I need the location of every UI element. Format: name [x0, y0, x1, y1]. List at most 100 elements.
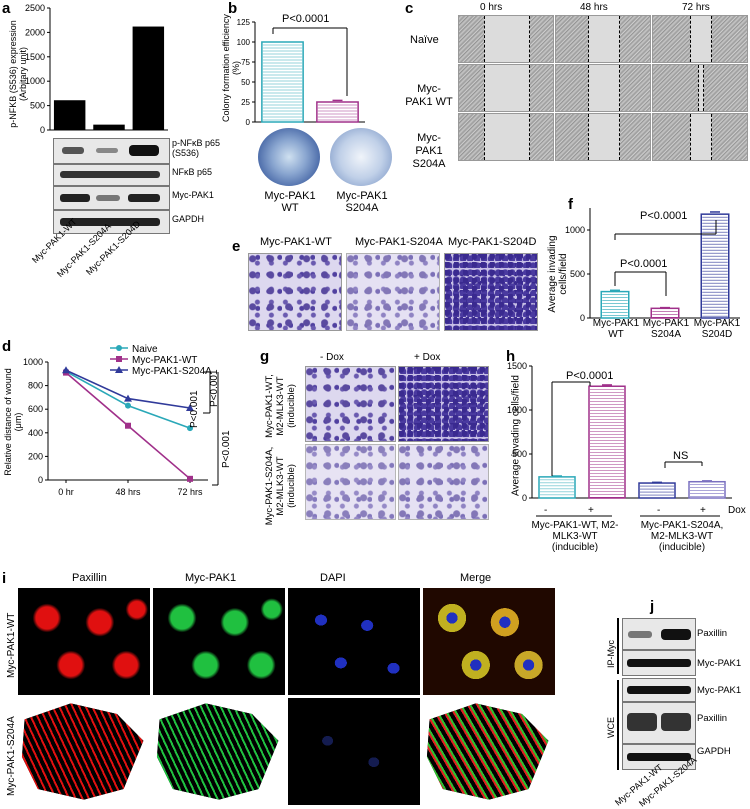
legend-label: Naive: [132, 344, 158, 355]
legend-label: Myc-PAK1-S204A: [132, 366, 212, 377]
y-tick-label: 100: [237, 38, 251, 47]
y-tick-label: 25: [241, 98, 250, 107]
col-i-3: DAPI: [320, 572, 346, 584]
y-tick-label: 1500: [25, 52, 45, 62]
y-tick-label: 0: [38, 475, 43, 485]
y-tick-label: 1000: [565, 225, 585, 235]
y-tick-label: 200: [28, 451, 43, 461]
row-i-1: Myc-PAK1-WT: [6, 612, 17, 678]
col-g-1: - Dox: [320, 352, 344, 363]
invasion-g-s204a-plus: [398, 444, 489, 520]
panel-label-b: b: [228, 0, 238, 17]
invasion-g-s204a-minus: [305, 444, 396, 520]
wound-image: [555, 64, 651, 112]
bar: [600, 290, 630, 319]
time-0: 0 hrs: [480, 2, 503, 13]
row-i-2: Myc-PAK1-S204A: [6, 716, 17, 796]
col-i-2: Myc-PAK1: [185, 572, 237, 584]
x-tick-label: 48 hrs: [115, 487, 141, 497]
wound-image: [652, 113, 748, 161]
col-i-1: Paxillin: [72, 572, 107, 584]
y-tick-label: 500: [570, 269, 585, 279]
y-tick-label: 0: [246, 118, 251, 127]
wound-image: [555, 15, 651, 63]
y-tick-label: 125: [237, 18, 251, 27]
x-tick-label: 0 hr: [58, 487, 74, 497]
bar: [588, 385, 626, 499]
blot-j-label-4: Paxillin: [697, 713, 728, 724]
western-blot-a: [53, 138, 170, 234]
chart-b-pvalue: P<0.0001: [282, 13, 330, 25]
wound-image: [555, 113, 651, 161]
wound-image: [458, 113, 554, 161]
chart-f-p2: P<0.0001: [620, 258, 668, 270]
panel-label-a: a: [2, 0, 11, 17]
bar: [688, 480, 726, 499]
fluorescence-image: [21, 703, 144, 800]
invasion-image-wt: [248, 253, 342, 331]
y-tick-label: 50: [241, 78, 250, 87]
blot-j-label-2: Myc-PAK1: [697, 658, 742, 669]
chart-f-ylabel: Average invading cells/field: [547, 235, 569, 313]
x-tick-label: 72 hrs: [177, 487, 203, 497]
y-tick-label: 0: [522, 493, 527, 503]
panel-label-d: d: [2, 338, 12, 355]
chart-f-cat-1: Myc-PAK1 WT: [592, 318, 640, 340]
wound-image: [458, 64, 554, 112]
bar: [53, 100, 86, 130]
wound-gap: [698, 65, 704, 111]
col-e-1: Myc-PAK1-WT: [260, 236, 332, 248]
panel-label-f: f: [568, 196, 573, 213]
dox-label: Dox: [728, 505, 746, 516]
chart-h-ylabel: Average invading cells/field: [510, 375, 522, 497]
data-point: [187, 475, 193, 482]
fluorescence-image: [288, 698, 420, 805]
panel-label-c: c: [405, 0, 414, 17]
y-tick-label: 800: [28, 381, 43, 391]
colony-label-s204a: Myc-PAK1 S204A: [336, 190, 388, 214]
wound-gap: [690, 16, 712, 62]
fluorescence-image: [153, 588, 285, 695]
y-tick-label: 1000: [507, 405, 527, 415]
y-tick-label: 0: [580, 313, 585, 323]
chart-a: 0 500 1000 1500 2000 2500: [25, 3, 168, 135]
invasion-g-wt-minus: [305, 366, 396, 442]
fluorescence-image: [426, 703, 549, 800]
y-tick-label: 600: [28, 404, 43, 414]
chart-d-p2: P<0.001: [209, 369, 220, 407]
bar: [132, 26, 165, 131]
row-c-2: Myc-PAK1 WT: [405, 83, 453, 108]
wound-image: [458, 15, 554, 63]
data-point: [124, 394, 132, 402]
time-48: 48 hrs: [580, 2, 608, 13]
wound-image: [652, 64, 748, 112]
blot-a-label-4: GAPDH: [172, 214, 205, 224]
fluorescence-image: [156, 703, 279, 800]
bar: [650, 307, 680, 319]
y-tick-label: 500: [30, 101, 45, 111]
bar: [261, 41, 304, 123]
colony-label-wt: Myc-PAK1 WT: [264, 190, 316, 214]
chart-f: 0 500 1000: [565, 208, 740, 323]
row-g-1: Myc-PAK1-WT, M2-MLK3-WT (inducible): [264, 374, 297, 438]
wound-gap: [690, 114, 712, 160]
col-i-4: Merge: [460, 572, 492, 584]
dox-mark-3: -: [657, 505, 661, 516]
blot-j-label-5: GAPDH: [697, 746, 731, 757]
invasion-image-s204a: [346, 253, 440, 331]
panel-label-i: i: [2, 570, 7, 587]
group-j-2: WCE: [606, 717, 616, 738]
panel-label-g: g: [260, 348, 270, 365]
row-c-3: Myc-PAK1 S204A: [412, 132, 446, 170]
invasion-image-s204d: [444, 253, 538, 331]
blot-a-label-2: NFκB p65: [172, 167, 213, 177]
data-point: [187, 425, 193, 432]
legend-marker: [115, 366, 123, 373]
wound-gap: [484, 114, 530, 160]
wound-image: [652, 15, 748, 63]
chart-h: 0 500 1000 1500: [507, 361, 732, 517]
legend-marker: [116, 345, 122, 351]
wound-gap: [588, 16, 620, 62]
y-tick-label: 1500: [507, 361, 527, 371]
